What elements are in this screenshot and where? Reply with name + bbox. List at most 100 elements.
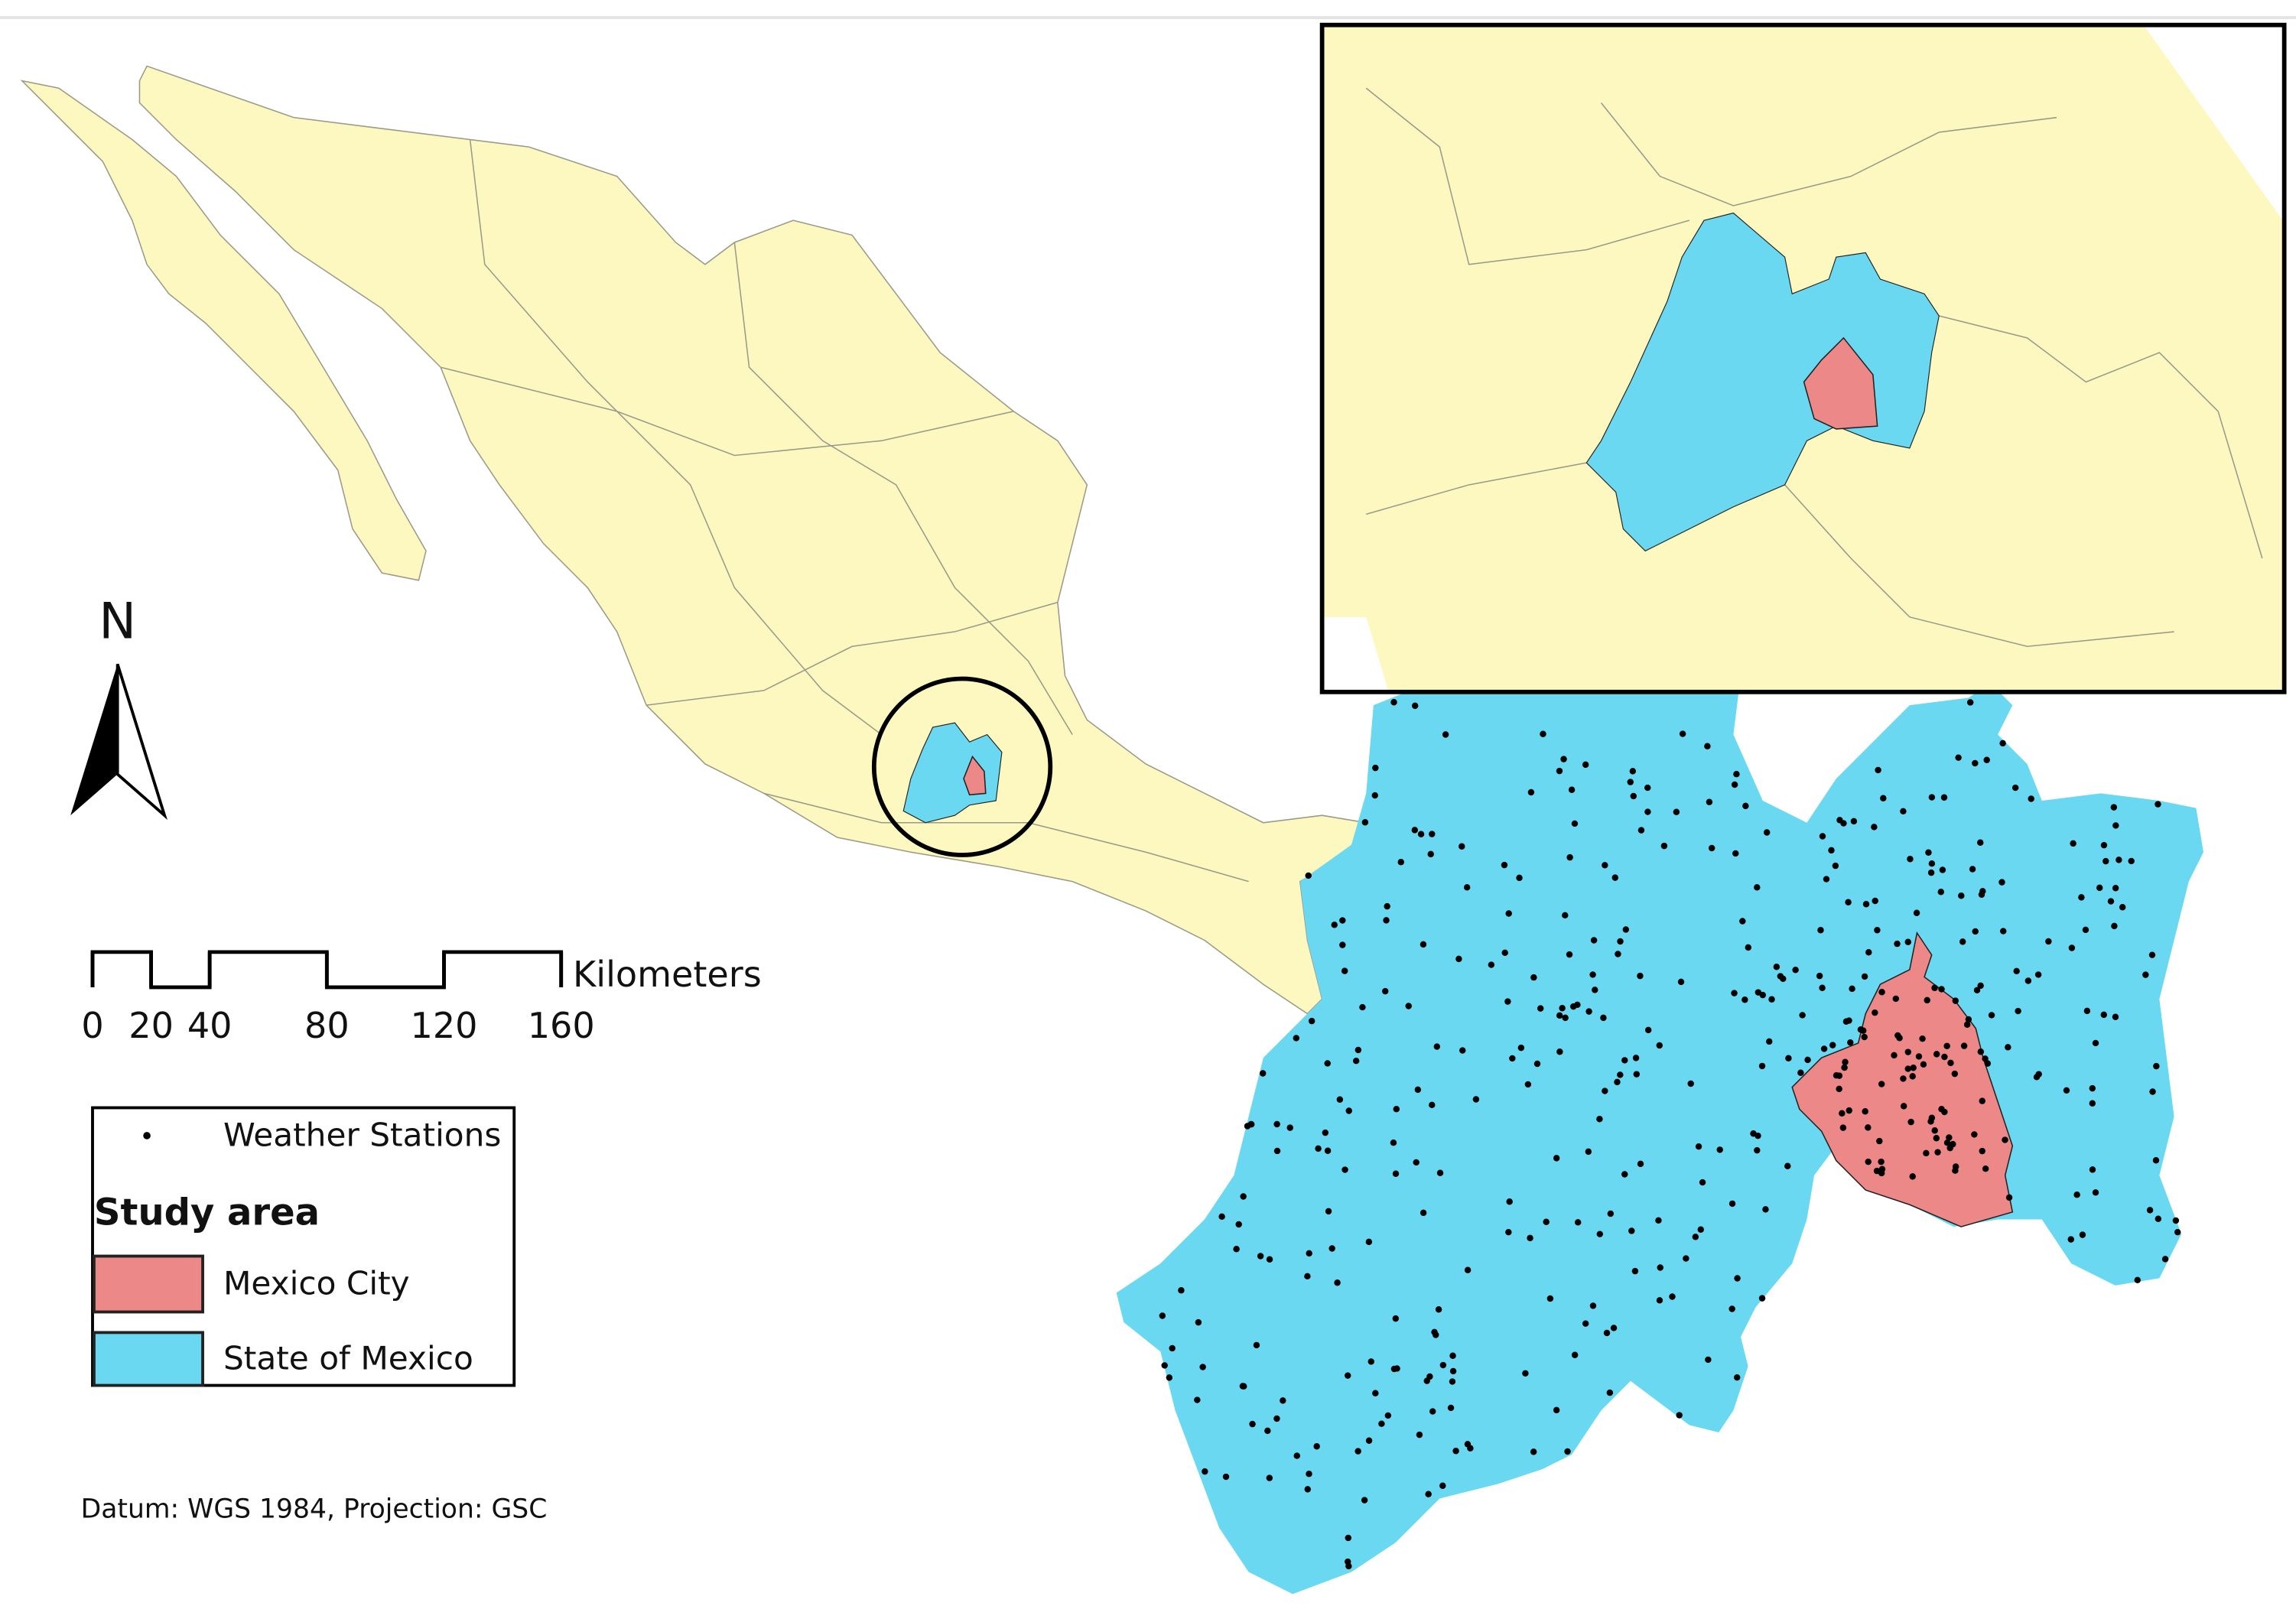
weather-station: [2082, 926, 2089, 934]
weather-station: [1378, 1420, 1385, 1427]
inset-borders: [1365, 87, 1689, 265]
weather-station: [1958, 892, 1965, 899]
weather-station: [1969, 866, 1976, 873]
weather-station: [1596, 1116, 1603, 1123]
weather-station: [1742, 996, 1748, 1003]
weather-station: [2112, 1013, 2119, 1020]
legend-station-symbol: [143, 1132, 151, 1139]
weather-station: [1553, 1406, 1560, 1414]
weather-station: [2161, 1256, 2169, 1263]
weather-station: [1259, 1070, 1267, 1077]
weather-station: [1439, 1361, 1447, 1369]
weather-station: [1683, 1255, 1689, 1262]
weather-station: [1621, 1171, 1628, 1178]
weather-station: [1439, 1482, 1446, 1489]
weather-station: [1546, 1295, 1554, 1302]
weather-station: [2148, 951, 2156, 958]
weather-station: [1731, 781, 1738, 788]
legend-label: Weather Stations: [223, 1116, 502, 1153]
weather-station: [1937, 889, 1945, 896]
weather-station: [1907, 1118, 1914, 1126]
weather-station: [1390, 1139, 1397, 1146]
weather-station: [1891, 1052, 1898, 1059]
weather-station: [1293, 1452, 1300, 1459]
weather-station: [1392, 1315, 1400, 1322]
weather-station: [1472, 1096, 1480, 1103]
weather-station: [1239, 1383, 1247, 1390]
weather-station: [2013, 967, 2020, 975]
weather-station: [1839, 1124, 1847, 1131]
weather-station: [1589, 971, 1596, 978]
weather-station: [1449, 1367, 1457, 1375]
weather-station: [1816, 972, 1823, 980]
weather-station: [1919, 1035, 1926, 1042]
weather-station: [1384, 902, 1390, 910]
weather-station: [2028, 795, 2034, 802]
weather-station: [1293, 1035, 1300, 1042]
weather-station: [1931, 1127, 1938, 1134]
weather-station: [1509, 1055, 1516, 1062]
weather-station: [1637, 972, 1644, 980]
weather-station: [1679, 730, 1686, 737]
weather-station: [1331, 922, 1338, 928]
baja-california: [20, 80, 427, 581]
inset-mexico-city: [1803, 336, 1878, 430]
inset-borders: [1939, 315, 2263, 559]
weather-station: [1900, 1075, 1907, 1082]
weather-station: [1924, 996, 1930, 1004]
weather-station: [1971, 1131, 1978, 1138]
north-arrow-left: [70, 664, 118, 816]
weather-station: [1904, 1048, 1911, 1055]
weather-station: [1904, 1065, 1911, 1072]
weather-station: [1447, 1404, 1455, 1412]
weather-station: [1704, 743, 1711, 749]
weather-station: [1762, 1206, 1769, 1213]
weather-station: [1628, 1227, 1635, 1234]
weather-station: [1637, 827, 1645, 834]
weather-station: [2172, 1217, 2180, 1224]
legend-swatch: [93, 1331, 204, 1387]
weather-station: [1910, 1064, 1917, 1071]
legend-swatch: [93, 1254, 204, 1314]
weather-station: [2078, 894, 2085, 901]
legend-label: State of Mexico: [223, 1339, 473, 1377]
weather-station: [1836, 1085, 1842, 1093]
scale-tick-label: 160: [528, 1005, 595, 1046]
weather-station: [1606, 1389, 1614, 1396]
weather-station: [1371, 792, 1378, 799]
weather-station: [1459, 843, 1465, 850]
weather-station: [1872, 1009, 1878, 1016]
weather-station: [1963, 1021, 1971, 1028]
state-borders: [646, 601, 1059, 706]
weather-station: [1431, 1328, 1438, 1336]
weather-station: [1540, 730, 1546, 737]
weather-station: [2100, 841, 2108, 849]
weather-station: [1982, 1055, 1989, 1062]
inset-borders: [1784, 484, 2174, 648]
weather-station: [1325, 1208, 1332, 1215]
weather-station: [1416, 1431, 1423, 1439]
weather-station: [1871, 824, 1878, 831]
weather-station: [1559, 1005, 1566, 1012]
weather-station: [1368, 1358, 1374, 1365]
inset-gulf: [2145, 26, 2283, 221]
legend: Weather Stations Study area Mexico City …: [91, 1106, 516, 1387]
weather-station: [1952, 1167, 1959, 1174]
weather-station: [1943, 1042, 1950, 1050]
overview-map: [20, 65, 1368, 1015]
weather-station: [1590, 937, 1598, 944]
weather-station: [1527, 788, 1535, 796]
weather-station: [1982, 1165, 1989, 1172]
weather-station: [1414, 1086, 1422, 1094]
inset-ocean: [1323, 616, 1389, 691]
weather-station: [1732, 850, 1739, 857]
weather-station: [1915, 1053, 1923, 1060]
weather-station: [2034, 971, 2042, 978]
weather-station: [1516, 874, 1523, 882]
weather-station: [1979, 1097, 1985, 1104]
weather-station: [1459, 1047, 1466, 1054]
weather-station: [1784, 1162, 1791, 1169]
weather-station: [1533, 1060, 1541, 1068]
weather-station: [1785, 1055, 1792, 1061]
weather-station: [1695, 1143, 1702, 1150]
